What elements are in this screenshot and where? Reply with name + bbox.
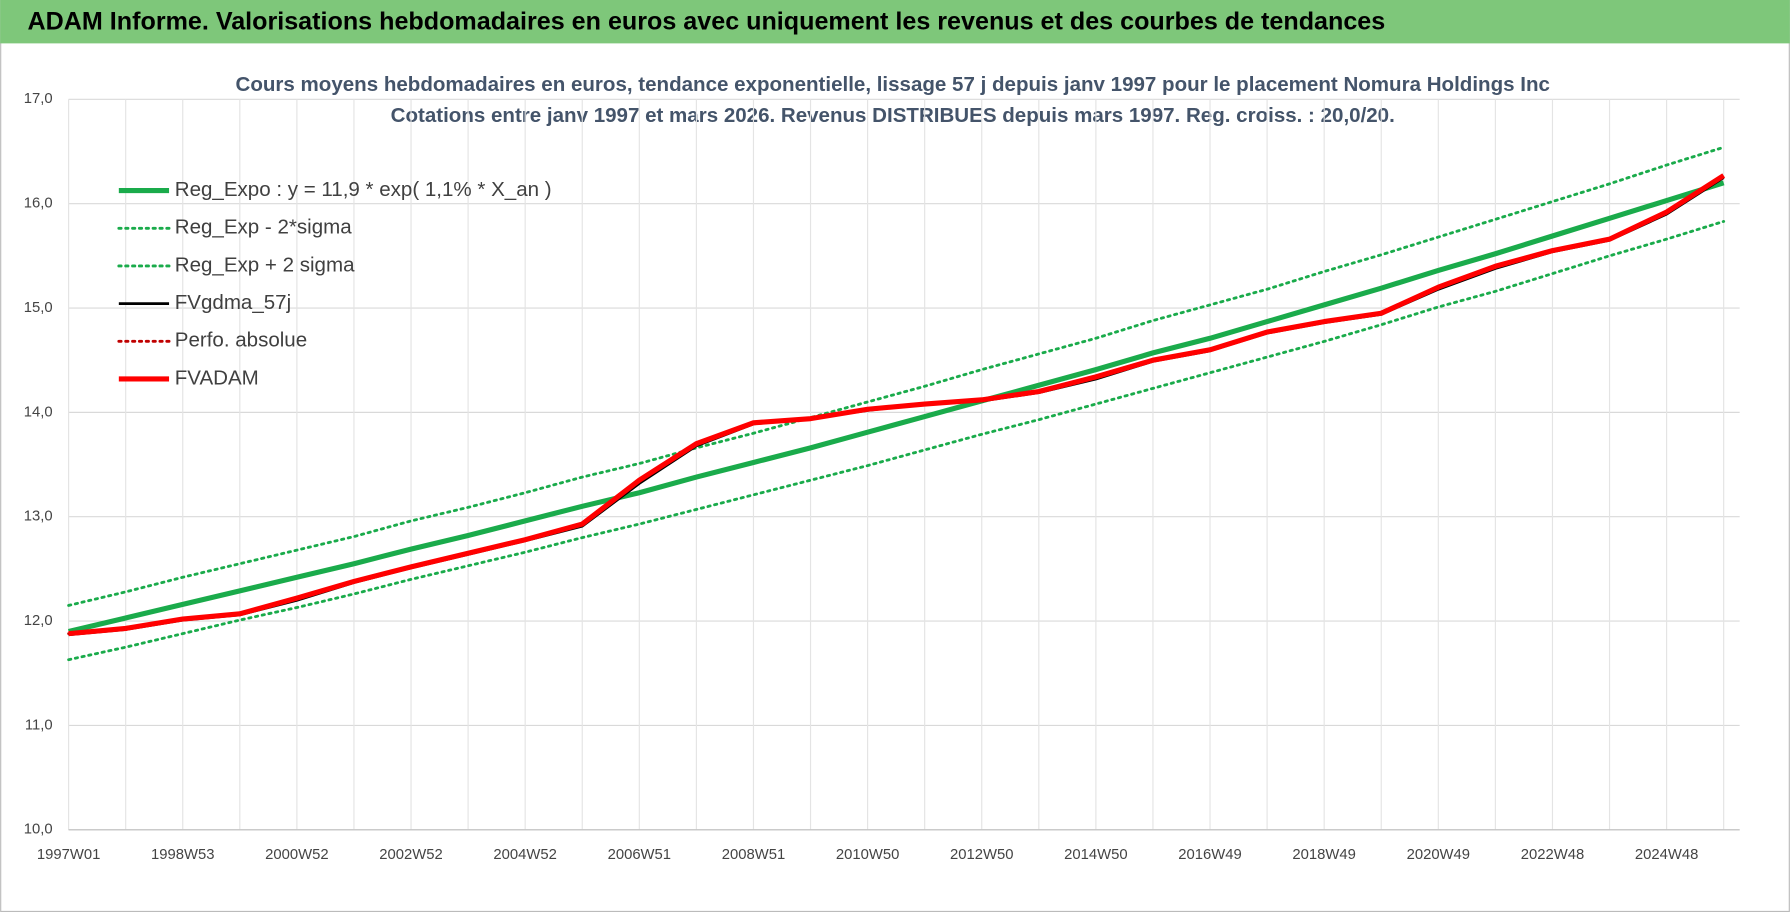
x-tick-label: 2012W50 (950, 847, 1013, 863)
x-tick-label: 2000W52 (265, 847, 328, 863)
y-tick-label: 16,0 (24, 196, 53, 212)
legend-label: Reg_Expo : y = 11,9 * exp( 1,1% * X_an ) (175, 178, 552, 201)
series-line (68, 173, 1726, 637)
x-tick-label: 2024W48 (1635, 847, 1698, 863)
x-tick-label: 2016W49 (1178, 847, 1241, 863)
legend-label: Reg_Exp + 2 sigma (175, 253, 355, 276)
legend-label: FVgdma_57j (175, 291, 291, 314)
series-line (67, 219, 1726, 662)
series-line (67, 145, 1726, 607)
series-line (68, 180, 1725, 635)
legend-label: FVADAM (175, 366, 259, 389)
x-tick-label: 1998W53 (151, 847, 214, 863)
chart-title: Cours moyens hebdomadaires en euros, ten… (236, 73, 1550, 96)
x-tick-label: 2022W48 (1521, 847, 1584, 863)
legend-label: Reg_Exp - 2*sigma (175, 216, 352, 239)
x-tick-label: 1997W01 (37, 847, 100, 863)
y-tick-label: 15,0 (24, 300, 53, 316)
legend-label: Perfo. absolue (175, 329, 307, 352)
x-tick-label: 2006W51 (608, 847, 671, 863)
x-tick-label: 2018W49 (1292, 847, 1355, 863)
y-tick-label: 17,0 (24, 91, 53, 107)
x-tick-label: 2010W50 (836, 847, 899, 863)
x-tick-label: 2020W49 (1407, 847, 1470, 863)
x-tick-label: 2002W52 (379, 847, 442, 863)
x-tick-label: 2004W52 (493, 847, 556, 863)
header-title: ADAM Informe. Valorisations hebdomadaire… (28, 7, 1386, 35)
y-tick-label: 12,0 (24, 613, 53, 629)
y-tick-label: 11,0 (25, 717, 53, 733)
y-tick-label: 10,0 (24, 822, 53, 838)
y-tick-label: 13,0 (24, 509, 53, 525)
x-tick-label: 2014W50 (1064, 847, 1127, 863)
chart-subtitle: Cotations entre janv 1997 et mars 2026. … (391, 104, 1395, 127)
x-tick-label: 2008W51 (722, 847, 785, 863)
y-tick-label: 14,0 (24, 404, 53, 420)
header-bar (0, 0, 1790, 44)
